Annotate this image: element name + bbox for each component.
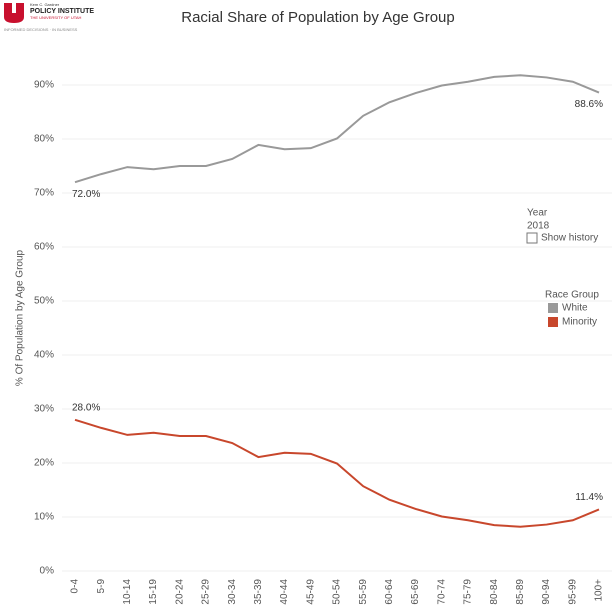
filter-title: Year bbox=[527, 208, 548, 219]
y-tick-label: 0% bbox=[40, 566, 55, 577]
x-tick-label: 100+ bbox=[594, 579, 605, 602]
y-tick-label: 70% bbox=[34, 188, 54, 199]
logo-text: POLICY INSTITUTE bbox=[30, 8, 94, 15]
x-tick-label: 15-19 bbox=[148, 579, 159, 605]
chart-title: Racial Share of Population by Age Group bbox=[181, 9, 455, 26]
data-label: 28.0% bbox=[72, 402, 100, 413]
data-label: 88.6% bbox=[575, 99, 603, 110]
legend-label: Minority bbox=[562, 317, 597, 328]
x-tick-label: 95-99 bbox=[567, 579, 578, 605]
checkbox-label[interactable]: Show history bbox=[541, 233, 598, 244]
data-label: 11.4% bbox=[575, 492, 603, 503]
legend-swatch bbox=[548, 303, 558, 313]
legend-title: Race Group bbox=[545, 290, 599, 301]
x-tick-label: 0-4 bbox=[70, 579, 81, 594]
x-tick-label: 10-14 bbox=[122, 579, 133, 605]
x-tick-label: 25-29 bbox=[201, 579, 212, 605]
x-tick-label: 85-89 bbox=[515, 579, 526, 605]
data-label: 72.0% bbox=[72, 189, 100, 200]
x-tick-label: 90-94 bbox=[541, 579, 552, 605]
filter-value: 2018 bbox=[527, 221, 550, 232]
logo-mark bbox=[4, 3, 24, 23]
x-tick-label: 55-59 bbox=[358, 579, 369, 605]
logo-tagline: INFORMED DECISIONS · IN BUSINESS bbox=[4, 27, 78, 32]
x-tick-label: 5-9 bbox=[96, 579, 107, 594]
y-tick-label: 40% bbox=[34, 350, 54, 361]
series-line bbox=[74, 74, 600, 184]
y-tick-label: 20% bbox=[34, 458, 54, 469]
x-tick-label: 40-44 bbox=[279, 579, 290, 605]
logo-text: Kem C. Gardner bbox=[30, 2, 60, 7]
series-line bbox=[74, 418, 600, 528]
x-tick-label: 30-34 bbox=[227, 579, 238, 605]
x-tick-label: 60-64 bbox=[384, 579, 395, 605]
checkbox[interactable] bbox=[526, 232, 538, 244]
y-axis-label: % Of Population by Age Group bbox=[15, 249, 26, 386]
logo-text: THE UNIVERSITY OF UTAH bbox=[30, 15, 82, 20]
x-tick-label: 65-69 bbox=[410, 579, 421, 605]
y-tick-label: 90% bbox=[34, 80, 54, 91]
legend-label: White bbox=[562, 303, 588, 314]
x-tick-label: 50-54 bbox=[332, 579, 343, 605]
x-tick-label: 45-49 bbox=[305, 579, 316, 605]
y-tick-label: 10% bbox=[34, 512, 54, 523]
x-tick-label: 75-79 bbox=[463, 579, 474, 605]
y-tick-label: 30% bbox=[34, 404, 54, 415]
x-tick-label: 70-74 bbox=[436, 579, 447, 605]
y-tick-label: 60% bbox=[34, 242, 54, 253]
x-tick-label: 80-84 bbox=[489, 579, 500, 605]
x-tick-label: 20-24 bbox=[174, 579, 185, 605]
y-tick-label: 80% bbox=[34, 134, 54, 145]
legend-swatch bbox=[548, 317, 558, 327]
x-tick-label: 35-39 bbox=[253, 579, 264, 605]
y-tick-label: 50% bbox=[34, 296, 54, 307]
